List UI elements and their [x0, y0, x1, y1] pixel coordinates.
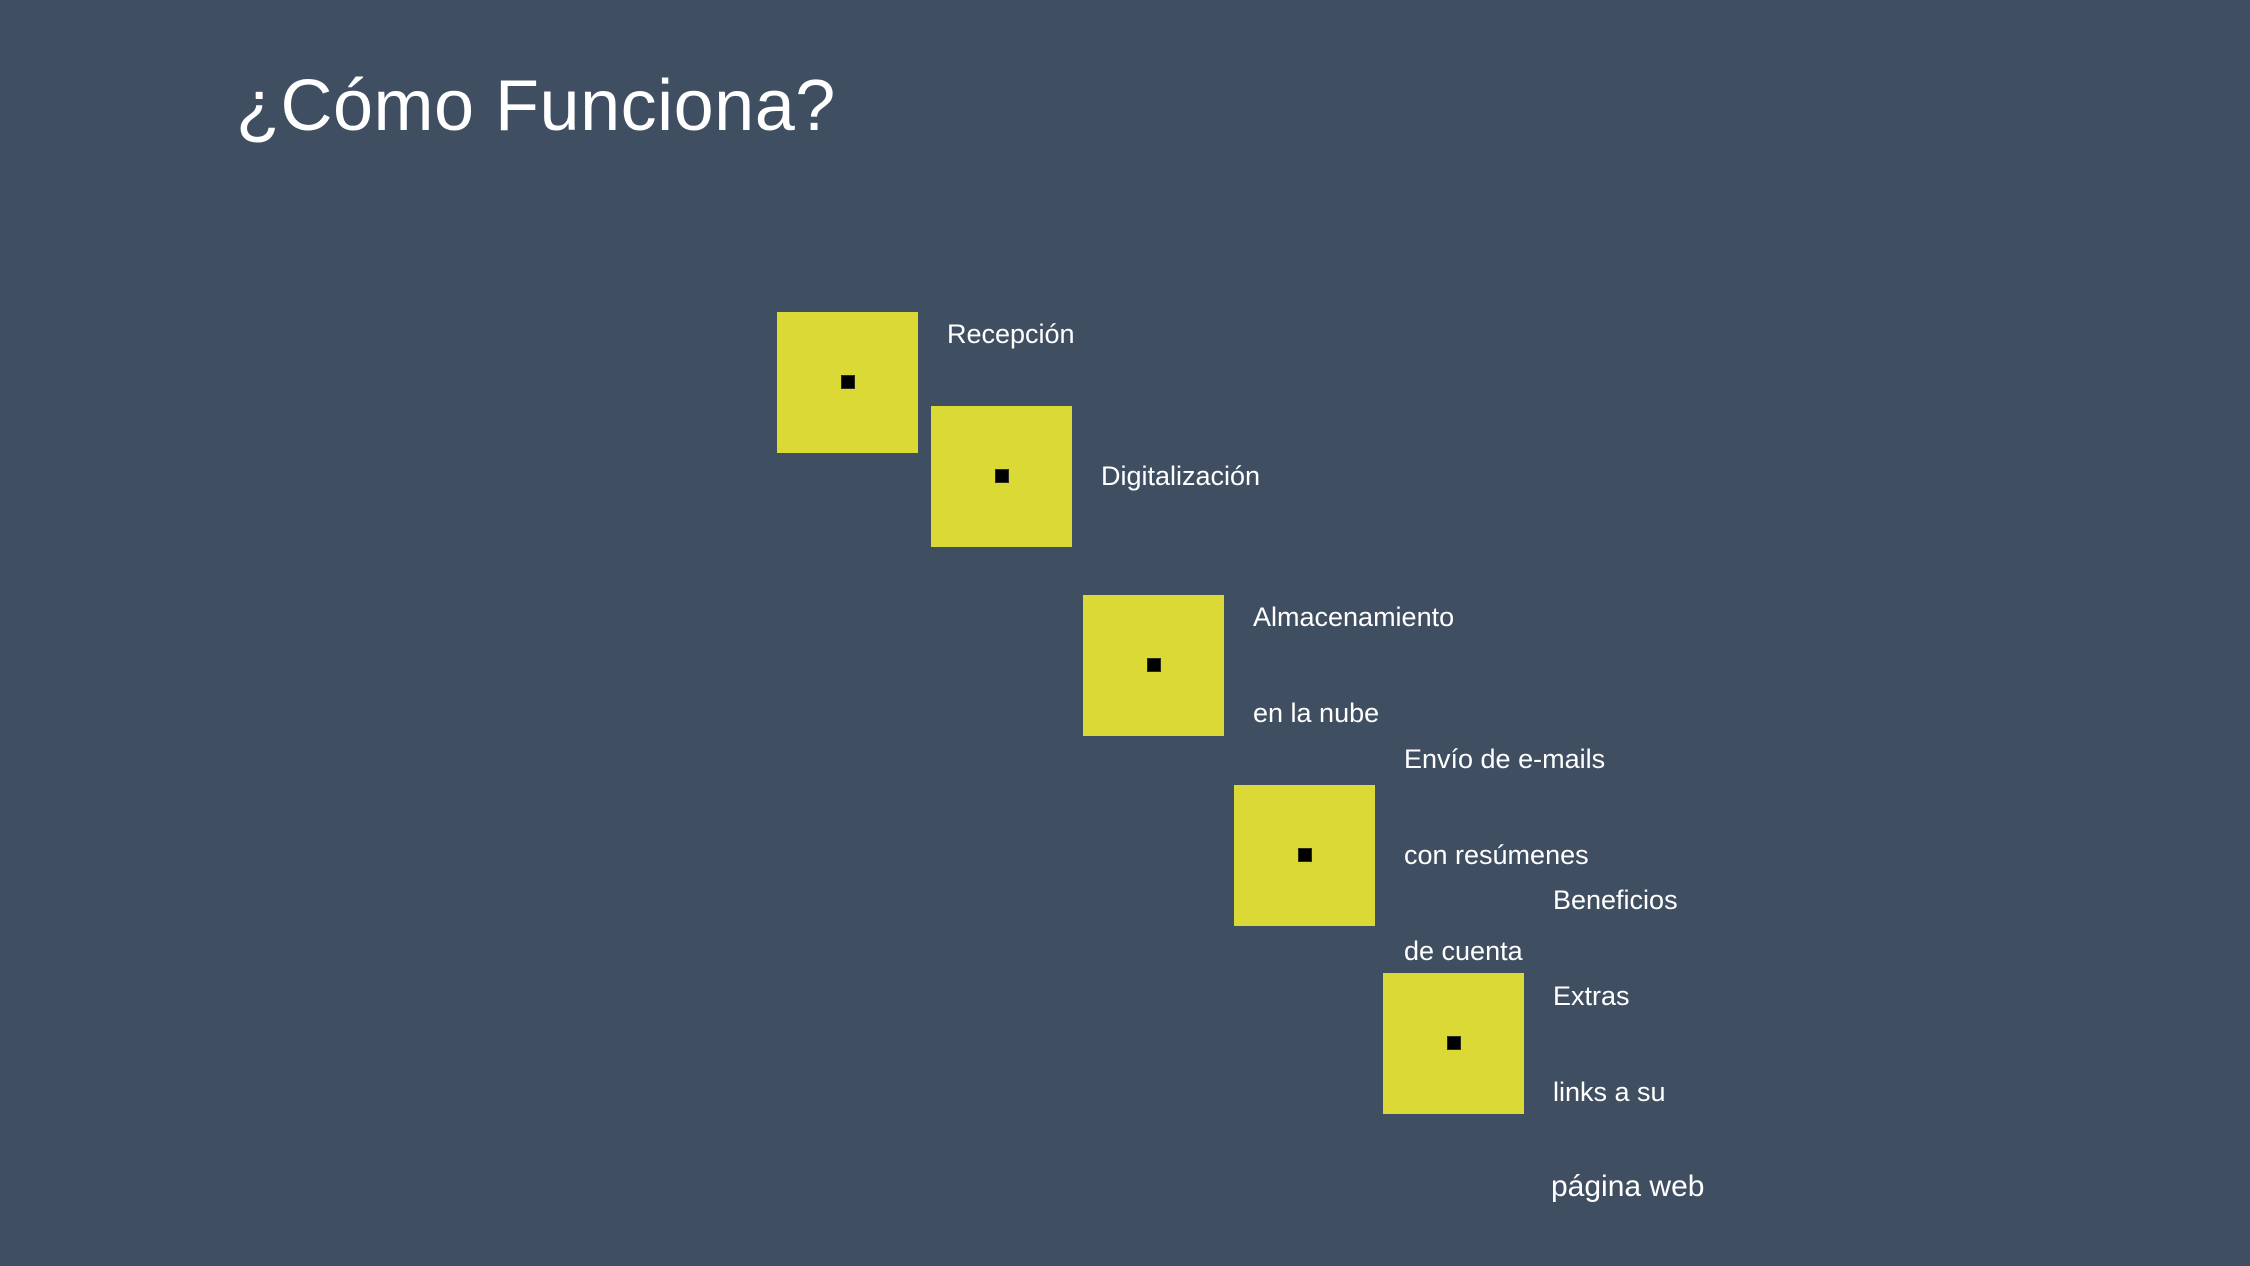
step-label-5: Beneficios Extras links a su página web: [1551, 820, 1705, 1266]
step-tile-4[interactable]: [1234, 784, 1375, 926]
step-label-3: Almacenamiento en la nube: [1253, 537, 1454, 793]
process-step-3[interactable]: Almacenamiento en la nube: [1083, 537, 1454, 793]
step-label-line: Envío de e-mails: [1404, 744, 1606, 774]
black-square-icon: [995, 470, 1008, 482]
process-step-4[interactable]: Envío de e-mails con resúmenes de cuenta: [1234, 679, 1605, 1031]
black-square-icon: [1298, 849, 1311, 861]
step-label-line: de cuenta: [1404, 936, 1523, 966]
step-label-line: Recepción: [947, 319, 1075, 349]
step-label-4: Envío de e-mails con resúmenes de cuenta: [1404, 679, 1605, 1031]
slide-canvas: ¿Cómo Funciona? Recepción de Datos Digit…: [236, 66, 1705, 1202]
step-label-line: links a su: [1553, 1077, 1666, 1107]
black-square-icon: [1147, 659, 1160, 671]
step-tile-3[interactable]: [1083, 594, 1224, 736]
step-tile-2[interactable]: [931, 405, 1072, 547]
step-label-line: Almacenamiento: [1253, 602, 1455, 632]
process-step-2[interactable]: Digitalización: [931, 396, 1260, 556]
page-title: ¿Cómo Funciona?: [236, 66, 836, 146]
step-label-line: página web: [1551, 1170, 1705, 1203]
step-label-line: Extras: [1553, 981, 1630, 1011]
step-label-line: Beneficios: [1553, 885, 1678, 915]
process-step-5[interactable]: Beneficios Extras links a su página web: [1383, 820, 1704, 1266]
step-label-line: en la nube: [1253, 698, 1380, 728]
step-tile-5[interactable]: [1383, 972, 1524, 1114]
step-label-line: Digitalización: [1101, 461, 1261, 491]
step-label-2: Digitalización: [1101, 396, 1260, 556]
step-label-line: con resúmenes: [1404, 840, 1589, 870]
black-square-icon: [1447, 1037, 1460, 1049]
black-square-icon: [841, 376, 854, 388]
step-tile-1[interactable]: [777, 311, 918, 453]
